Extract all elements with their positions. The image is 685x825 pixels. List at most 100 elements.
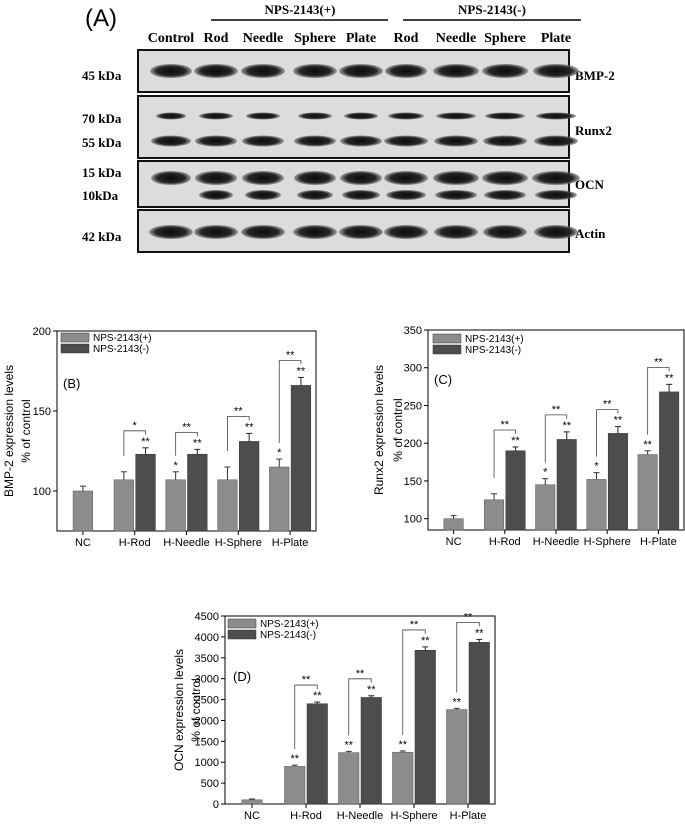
bar-minus bbox=[556, 439, 577, 531]
panel-label: (B) bbox=[63, 376, 80, 391]
blot-band bbox=[293, 64, 337, 78]
y-tick-label: 1000 bbox=[195, 757, 219, 769]
significance-mark: * bbox=[543, 467, 548, 479]
y-tick-label: 100 bbox=[33, 486, 51, 498]
comparison-bracket bbox=[544, 414, 568, 463]
x-tick-label: H-Plate bbox=[450, 810, 487, 822]
comparison-bracket bbox=[278, 360, 302, 443]
panel-label: (D) bbox=[233, 669, 251, 684]
blot-band bbox=[384, 135, 428, 147]
blot-band bbox=[340, 171, 382, 185]
legend-label: NPS-2143(-) bbox=[93, 344, 149, 355]
bar-plus bbox=[217, 479, 238, 532]
legend-label: NPS-2143(+) bbox=[260, 619, 319, 630]
y-tick-label: 500 bbox=[201, 778, 219, 790]
y-axis-label: BMP-2 expression levels bbox=[2, 365, 16, 497]
bar-minus bbox=[414, 650, 436, 805]
lane-label: Rod bbox=[204, 31, 229, 46]
bar-minus bbox=[468, 642, 490, 805]
x-tick-label: H-Rod bbox=[290, 810, 322, 822]
blot-band bbox=[536, 112, 576, 120]
y-axis-label: % of control bbox=[19, 399, 33, 462]
panel-label-a: (A) bbox=[85, 5, 117, 32]
blot-band bbox=[434, 135, 478, 147]
significance-mark: ** bbox=[367, 684, 376, 696]
marker-label: 42 kDa bbox=[82, 229, 122, 244]
lane-label: Needle bbox=[243, 31, 283, 46]
legend-swatch bbox=[432, 344, 462, 355]
blot-band bbox=[384, 171, 428, 185]
significance-mark: ** bbox=[193, 437, 202, 449]
blot-band bbox=[294, 171, 336, 185]
blot-band bbox=[344, 112, 378, 120]
comparison-bracket bbox=[123, 430, 146, 456]
comparison-bracket bbox=[402, 629, 426, 735]
blot-membrane bbox=[137, 95, 570, 159]
group-label: NPS-2143(-) bbox=[458, 2, 526, 17]
y-tick-label: 300 bbox=[404, 363, 422, 375]
comparison-bracket bbox=[294, 684, 318, 750]
y-axis-label: OCN expression levels bbox=[172, 649, 186, 771]
comparison-mark: ** bbox=[501, 419, 510, 431]
bar-plus bbox=[637, 454, 658, 531]
significance-mark: ** bbox=[398, 739, 407, 751]
blot-band bbox=[298, 112, 332, 120]
blot-band bbox=[151, 135, 191, 147]
comparison-mark: ** bbox=[302, 674, 311, 686]
comparison-bracket bbox=[456, 621, 480, 693]
blot-band bbox=[195, 135, 237, 147]
bar-plus bbox=[241, 799, 263, 805]
legend-swatch bbox=[432, 333, 462, 344]
x-tick-label: H-Plate bbox=[640, 536, 677, 548]
lane-label: Sphere bbox=[294, 31, 336, 46]
blot-band bbox=[436, 112, 476, 120]
ocn-bar-chart: 0 500 1000 1500 2000 2500 3000 3500 4000 4500 OCN … bbox=[172, 611, 496, 822]
comparison-mark: ** bbox=[286, 349, 295, 361]
panel-label: (C) bbox=[434, 372, 452, 387]
x-tick-label: NC bbox=[75, 537, 91, 549]
y-tick-label: 200 bbox=[33, 326, 51, 338]
significance-mark: ** bbox=[313, 690, 322, 702]
comparison-bracket bbox=[647, 366, 670, 435]
significance-mark: * bbox=[277, 447, 282, 459]
y-tick-label: 250 bbox=[404, 400, 422, 412]
legend-swatch bbox=[227, 629, 257, 640]
legend-label: NPS-2143(+) bbox=[465, 334, 524, 345]
bar-plus bbox=[284, 766, 306, 805]
significance-mark: ** bbox=[452, 696, 461, 708]
significance-mark: ** bbox=[511, 435, 520, 447]
x-tick-label: H-Needle bbox=[337, 810, 383, 822]
blot-band bbox=[533, 64, 579, 78]
blot-band bbox=[483, 225, 527, 239]
y-tick-label: 200 bbox=[404, 438, 422, 450]
bar-plus bbox=[269, 466, 290, 532]
blot-band bbox=[195, 171, 237, 185]
significance-mark: ** bbox=[141, 436, 150, 448]
y-axis-label: Runx2 expression levels bbox=[372, 365, 386, 495]
y-tick-label: 150 bbox=[33, 406, 51, 418]
x-tick-label: H-Needle bbox=[163, 537, 209, 549]
comparison-mark: ** bbox=[410, 619, 419, 631]
y-tick-label: 0 bbox=[213, 799, 219, 811]
significance-mark: ** bbox=[297, 365, 306, 377]
bar-minus bbox=[360, 697, 382, 805]
y-tick-label: 4000 bbox=[195, 632, 219, 644]
x-tick-label: H-Rod bbox=[119, 537, 151, 549]
blot-band bbox=[241, 64, 285, 78]
blot-band bbox=[535, 190, 577, 200]
blot-band bbox=[386, 190, 426, 200]
blot-band bbox=[194, 225, 238, 239]
x-tick-label: H-Sphere bbox=[390, 810, 437, 822]
blot-band bbox=[342, 190, 380, 200]
y-tick-label: 2500 bbox=[195, 695, 219, 707]
lane-label: Needle bbox=[436, 31, 476, 46]
y-tick-label: 3500 bbox=[195, 653, 219, 665]
blot-band bbox=[156, 112, 186, 120]
comparison-mark: ** bbox=[654, 356, 663, 368]
comparison-bracket bbox=[596, 409, 619, 457]
significance-mark: ** bbox=[562, 420, 571, 432]
significance-mark: ** bbox=[245, 421, 254, 433]
y-tick-label: 2000 bbox=[195, 715, 219, 727]
blot-band bbox=[534, 225, 578, 239]
